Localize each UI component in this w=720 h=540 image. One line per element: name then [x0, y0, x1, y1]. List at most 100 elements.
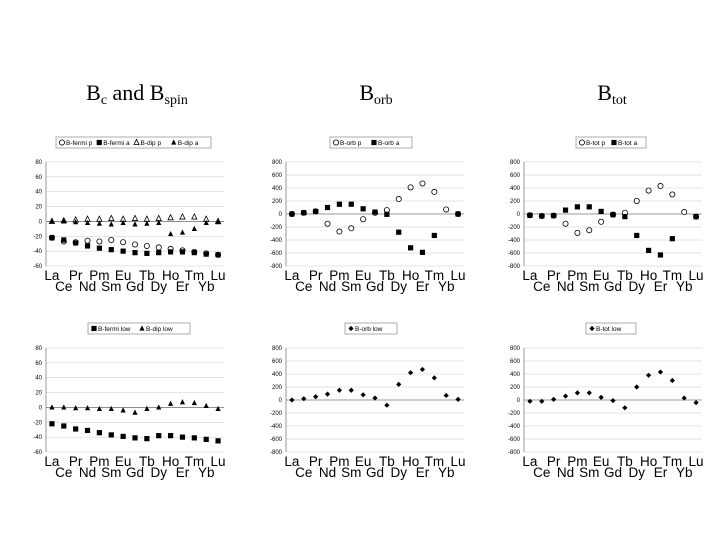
x-tick-label: Yb [198, 465, 215, 480]
legend-marker [589, 325, 595, 332]
data-point [61, 237, 67, 243]
legend-entry: B-dip p [141, 140, 162, 147]
x-tick-label: Eu [115, 268, 132, 283]
data-point [574, 204, 580, 210]
legend-entry: B-orb p [340, 140, 362, 147]
data-point [191, 212, 198, 220]
data-point [215, 219, 221, 225]
x-tick-label: Sm [579, 465, 599, 480]
data-point [348, 225, 355, 232]
x-tick-label: Ce [295, 465, 312, 480]
y-tick-label: 400 [510, 372, 521, 378]
data-point [179, 229, 186, 235]
data-point [431, 375, 437, 381]
chart-panel-1: -60 -40 -20 0 20 40 60 80 B-fermi p B-fermi a B-di… [33, 136, 226, 294]
x-tick-label: Ce [55, 465, 72, 480]
x-tick-label: Ho [640, 268, 657, 283]
y-tick-label: -20 [33, 420, 42, 426]
data-point [633, 197, 640, 204]
chart-panel-5: -800 -600 -400 -200 0 200 400 600 800 B-orb low La… [270, 322, 466, 480]
data-point [120, 248, 126, 254]
x-tick-label: Tm [663, 268, 683, 283]
x-tick-label: Pm [567, 454, 587, 469]
x-tick-label: Dy [628, 279, 645, 294]
data-point [610, 398, 616, 404]
x-tick-label: Tb [617, 268, 633, 283]
x-tick-label: Er [654, 279, 668, 294]
y-tick-label: 0 [279, 398, 283, 404]
data-point [669, 191, 676, 198]
data-point [84, 237, 91, 244]
data-point [168, 230, 174, 237]
data-point [395, 196, 402, 203]
data-point [96, 245, 102, 251]
data-point [96, 215, 103, 222]
data-point [693, 214, 699, 220]
data-point [108, 221, 114, 227]
legend-entry: B-orb low [355, 326, 383, 333]
data-point [372, 395, 378, 401]
panel-title-sub: c [101, 93, 107, 108]
x-tick-label: Gd [126, 465, 144, 480]
y-tick-label: -40 [33, 435, 42, 441]
data-point [168, 433, 174, 439]
x-tick-label: Gd [366, 465, 384, 480]
x-tick-label: Eu [355, 268, 372, 283]
x-tick-label: Lu [689, 268, 704, 283]
legend-entry: B-dip a [178, 140, 199, 147]
data-point [120, 239, 127, 246]
x-tick-label: Dy [390, 465, 407, 480]
data-point [313, 394, 319, 400]
data-point [203, 251, 209, 257]
y-tick-label: 0 [517, 212, 521, 218]
y-tick-label: 20 [35, 391, 42, 397]
data-point [203, 402, 209, 409]
legend: B-tot low [585, 322, 637, 335]
data-point [681, 209, 688, 216]
data-point [313, 208, 319, 214]
y-tick-label: 40 [35, 190, 42, 196]
data-point [156, 404, 162, 410]
panel-title-main: B [597, 80, 612, 105]
x-tick-label: Dy [150, 279, 167, 294]
x-tick-label: Gd [126, 279, 144, 294]
data-point [132, 409, 138, 415]
data-point [96, 238, 103, 245]
x-tick-label: Yb [676, 279, 693, 294]
x-tick-label: Lu [451, 454, 466, 469]
legend-box [87, 322, 191, 335]
panel-title-rest: and B [107, 80, 164, 105]
x-tick-label: Gd [604, 465, 622, 480]
data-point [108, 432, 114, 438]
data-point [73, 405, 79, 411]
data-point [96, 220, 102, 226]
data-point [108, 405, 114, 412]
legend-entry: B-orb a [378, 140, 400, 147]
data-point [49, 218, 55, 224]
x-tick-label: Pr [69, 268, 83, 283]
y-tick-label: 800 [272, 160, 283, 166]
panel-title: Bc and Bspin [86, 80, 188, 108]
x-tick-label: Pm [329, 268, 349, 283]
y-tick-label: -200 [508, 411, 521, 417]
data-point [384, 402, 390, 408]
data-point [646, 247, 652, 253]
x-tick-label: Dy [390, 279, 407, 294]
x-tick-label: Ho [402, 454, 419, 469]
x-tick-label: La [284, 268, 300, 283]
data-point [634, 232, 640, 239]
y-tick-label: 600 [510, 173, 521, 179]
x-tick-label: Ho [162, 454, 179, 469]
legend-marker [91, 325, 97, 332]
legend-box [575, 136, 647, 149]
x-tick-label: Tm [425, 268, 445, 283]
data-point [324, 204, 331, 211]
data-point [96, 430, 102, 436]
panel-title-main: B [359, 80, 374, 105]
x-tick-label: Dy [150, 465, 167, 480]
data-point [681, 395, 687, 401]
y-tick-label: -400 [508, 238, 521, 244]
legend-marker [139, 325, 145, 331]
